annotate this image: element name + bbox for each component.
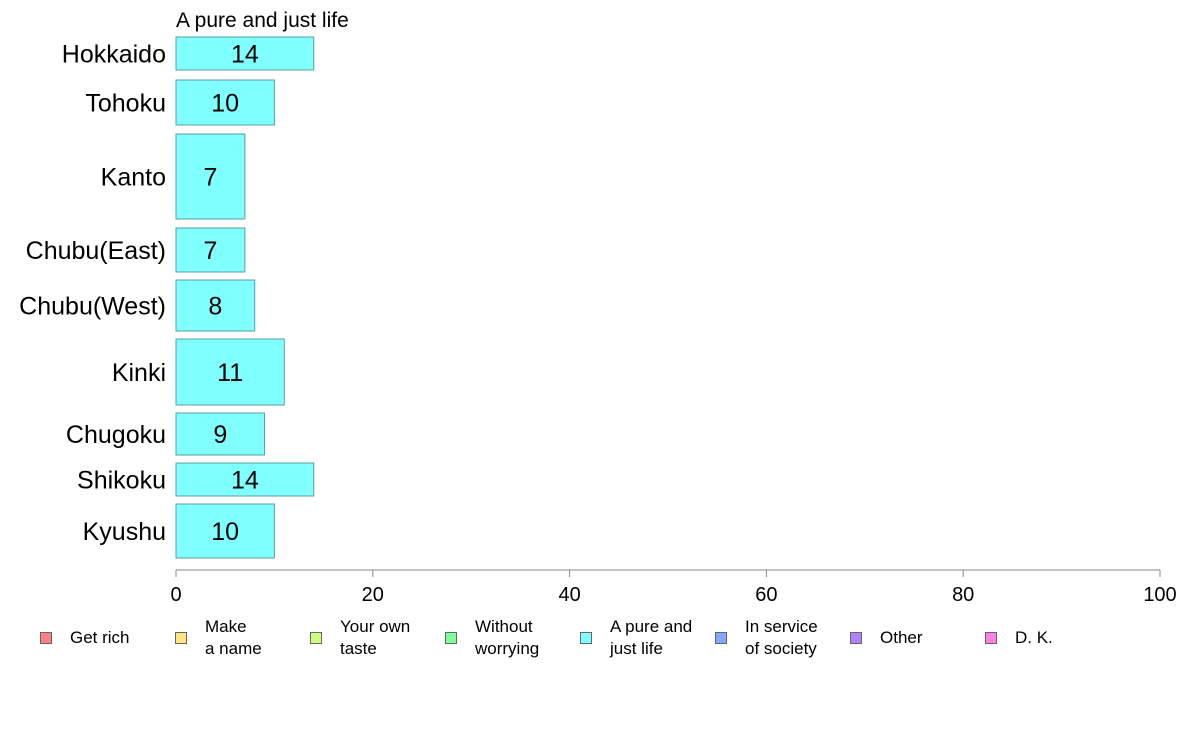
category-label: Tohoku: [85, 90, 166, 118]
legend-swatch: [445, 632, 457, 644]
bar-kyushu: [175, 503, 275, 559]
bar-value-label: 7: [203, 164, 217, 192]
bar-value-label: 10: [211, 518, 239, 546]
category-label: Chugoku: [66, 421, 166, 449]
category-label: Chubu(East): [26, 237, 166, 265]
bar-shikoku: [175, 462, 315, 497]
x-tick-label: 40: [558, 584, 580, 606]
legend-swatch: [850, 632, 862, 644]
bar-kinki: [175, 338, 285, 406]
legend-swatch: [40, 632, 52, 644]
legend-swatch: [985, 632, 997, 644]
legend-label: A pure and just life: [610, 617, 693, 658]
legend-item: Other: [850, 627, 923, 649]
bar-chubu-east: [175, 227, 246, 273]
bar-value-label: 11: [217, 359, 243, 387]
x-tick-label: 60: [755, 584, 777, 606]
x-axis: 0 20 40 60 80 100: [170, 569, 1177, 606]
category-label: Shikoku: [77, 467, 166, 495]
bar-kanto: [175, 133, 246, 220]
legend-label: Make a name: [205, 617, 262, 658]
legend-swatch: [310, 632, 322, 644]
legend-label: In service of society: [745, 617, 818, 658]
legend: Get rich Make a name Your own taste Without…: [0, 616, 1188, 676]
legend-item: Your own taste: [310, 616, 410, 660]
legend-item: Make a name: [175, 616, 262, 660]
bars-group: 14 Hokkaido 10 Tohoku 7 Kanto 7 Chubu(East) 8 Chu…: [19, 36, 315, 559]
category-label: Hokkaido: [62, 41, 166, 69]
legend-label: D. K.: [1015, 628, 1053, 647]
category-label: Chubu(West): [19, 293, 166, 321]
legend-item: In service of society: [715, 616, 818, 660]
bar-value-label: 9: [213, 421, 227, 449]
bar-tohoku: [175, 79, 275, 126]
category-label: Kinki: [112, 359, 166, 387]
legend-label: Your own taste: [340, 617, 411, 658]
bar-hokkaido: [175, 36, 315, 71]
x-tick-label: 20: [362, 584, 384, 606]
legend-item: Without worrying: [445, 616, 539, 660]
legend-swatch: [175, 632, 187, 644]
legend-label: Get rich: [70, 628, 130, 647]
category-label: Kyushu: [83, 518, 166, 546]
bar-chart: A pure and just life 14 Hokkaido 10 Tohoku 7…: [19, 9, 1177, 606]
legend-item: Get rich: [40, 627, 130, 649]
bar-value-label: 14: [231, 41, 259, 69]
bar-value-label: 7: [203, 237, 217, 265]
bar-chubu-west: [175, 279, 256, 332]
legend-label: Other: [880, 628, 923, 647]
legend-label: Without worrying: [475, 617, 540, 658]
legend-swatch: [715, 632, 727, 644]
legend-item: A pure and just life: [580, 616, 692, 660]
bar-value-label: 10: [211, 90, 239, 118]
bar-chugoku: [175, 412, 266, 456]
chart-title: A pure and just life: [176, 9, 349, 32]
x-tick-label: 0: [170, 584, 181, 606]
legend-item: D. K.: [985, 627, 1053, 649]
category-label: Kanto: [101, 164, 166, 192]
legend-swatch: [580, 632, 592, 644]
bar-value-label: 8: [208, 293, 222, 321]
x-tick-label: 80: [952, 584, 974, 606]
bar-value-label: 14: [231, 467, 259, 495]
x-tick-label: 100: [1143, 584, 1176, 606]
